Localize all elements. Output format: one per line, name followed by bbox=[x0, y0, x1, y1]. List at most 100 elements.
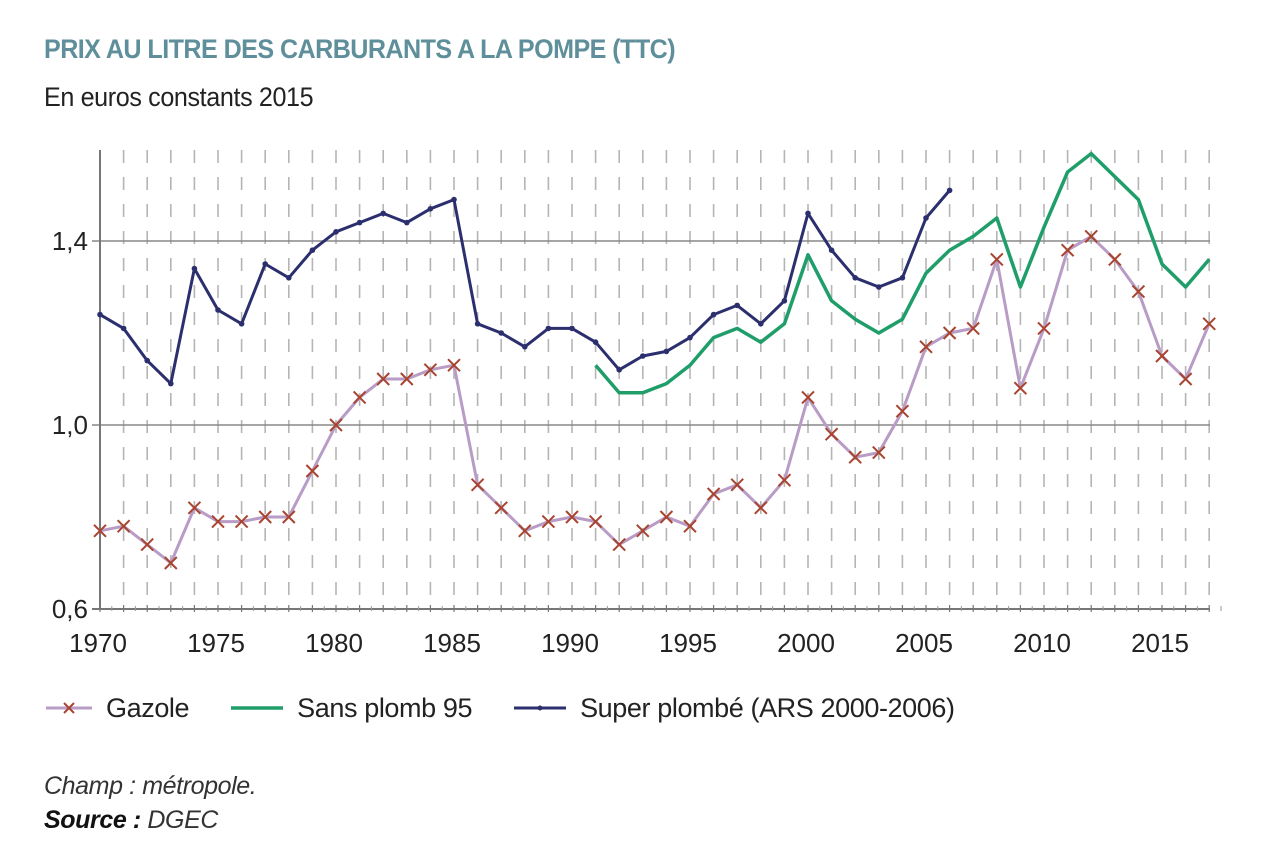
source-label: Source : bbox=[44, 806, 141, 834]
data-point bbox=[474, 321, 481, 327]
x-tick-label: 2000 bbox=[777, 628, 835, 658]
series-gazole bbox=[93, 229, 1216, 570]
data-point bbox=[919, 340, 933, 354]
data-point bbox=[683, 519, 697, 533]
data-point bbox=[734, 302, 740, 309]
data-point bbox=[1178, 372, 1193, 386]
gazole-legend-icon bbox=[46, 702, 92, 714]
data-point bbox=[423, 363, 438, 377]
data-point bbox=[1108, 252, 1122, 267]
x-tick-label: 1970 bbox=[69, 628, 127, 658]
legend: Gazole Sans plomb 95 Super plombé (ARS 2… bbox=[44, 690, 995, 726]
x-tick-label: 2010 bbox=[1013, 628, 1071, 658]
data-point bbox=[588, 514, 603, 529]
y-tick-label: 1,4 bbox=[52, 226, 88, 256]
data-point bbox=[758, 321, 764, 327]
data-point bbox=[97, 311, 103, 318]
data-point bbox=[234, 514, 249, 529]
data-point bbox=[1084, 229, 1098, 244]
y-tick-label: 0,6 bbox=[52, 594, 88, 624]
data-point bbox=[966, 321, 980, 336]
data-point bbox=[168, 380, 174, 387]
series-super-plomb-ars-2000-2006- bbox=[97, 187, 953, 387]
data-point bbox=[942, 326, 957, 340]
scope-note: Champ : métropole. bbox=[44, 772, 257, 800]
data-point bbox=[262, 261, 269, 267]
data-point bbox=[191, 265, 198, 272]
series-sans-plomb-95 bbox=[594, 151, 1211, 395]
data-point bbox=[1155, 349, 1169, 363]
data-point bbox=[706, 487, 721, 501]
data-point bbox=[1202, 317, 1216, 331]
data-point bbox=[923, 215, 929, 221]
data-point bbox=[781, 298, 788, 304]
data-point bbox=[828, 247, 835, 253]
data-point bbox=[309, 247, 316, 253]
data-point bbox=[1037, 321, 1051, 336]
horizontal-gridlines bbox=[92, 240, 1210, 426]
data-point bbox=[447, 358, 461, 372]
legend-label-super: Super plombé (ARS 2000-2006) bbox=[580, 692, 955, 723]
data-point bbox=[164, 556, 178, 570]
data-point bbox=[494, 501, 508, 515]
source-value: DGEC bbox=[147, 806, 219, 834]
data-point bbox=[663, 348, 670, 355]
data-point bbox=[872, 445, 886, 460]
x-tick-label: 1985 bbox=[423, 628, 481, 658]
data-point bbox=[116, 519, 131, 533]
data-point bbox=[120, 325, 127, 332]
data-point bbox=[754, 501, 768, 515]
data-point bbox=[282, 510, 296, 524]
data-point bbox=[404, 219, 410, 226]
data-point bbox=[852, 275, 858, 281]
source-note: Source : DGEC bbox=[44, 806, 218, 835]
y-tick-labels: 0,6 1,0 1,4 bbox=[52, 226, 88, 624]
data-point bbox=[518, 524, 532, 538]
super-legend-icon bbox=[514, 705, 567, 711]
data-point bbox=[451, 196, 457, 203]
data-point bbox=[824, 427, 839, 441]
data-point bbox=[470, 478, 485, 492]
data-point bbox=[592, 339, 599, 346]
data-point bbox=[211, 514, 225, 529]
x-tick-label: 1975 bbox=[187, 628, 245, 658]
data-point bbox=[238, 321, 245, 327]
data-point bbox=[687, 334, 693, 341]
data-point bbox=[659, 510, 674, 524]
data-point bbox=[612, 537, 626, 552]
x-tick-label: 2015 bbox=[1131, 628, 1189, 658]
data-point bbox=[730, 478, 744, 492]
data-point bbox=[541, 514, 556, 529]
data-point bbox=[380, 210, 387, 217]
data-point bbox=[569, 325, 575, 332]
data-point bbox=[376, 372, 390, 386]
legend-label-sp95: Sans plomb 95 bbox=[297, 692, 473, 723]
data-point bbox=[895, 404, 910, 418]
x-tick-labels: 1970 1975 1980 1985 1990 1995 2000 2005 2010 2015 bbox=[69, 628, 1189, 658]
data-point bbox=[305, 464, 320, 478]
data-point bbox=[876, 284, 882, 290]
data-point bbox=[329, 418, 343, 432]
data-point bbox=[522, 344, 528, 350]
data-point bbox=[352, 390, 367, 405]
x-tick-label: 1990 bbox=[541, 628, 599, 658]
x-tick-label: 1980 bbox=[305, 628, 363, 658]
legend-label-gazole: Gazole bbox=[106, 692, 190, 723]
axes bbox=[92, 150, 1222, 612]
data-point bbox=[498, 330, 505, 336]
legend-item-gazole: Gazole bbox=[44, 692, 190, 724]
data-point bbox=[400, 372, 414, 386]
data-point bbox=[356, 219, 363, 226]
chart-subtitle: En euros constants 2015 bbox=[44, 82, 314, 112]
data-point bbox=[215, 307, 221, 313]
legend-item-super: Super plombé (ARS 2000-2006) bbox=[512, 693, 955, 724]
data-point bbox=[636, 524, 650, 538]
data-point bbox=[805, 210, 811, 217]
data-point bbox=[640, 353, 646, 359]
data-point bbox=[801, 390, 815, 405]
data-point bbox=[140, 537, 154, 552]
data-point bbox=[616, 367, 622, 373]
data-point bbox=[258, 510, 272, 524]
data-point bbox=[990, 252, 1004, 267]
data-point bbox=[144, 357, 150, 364]
